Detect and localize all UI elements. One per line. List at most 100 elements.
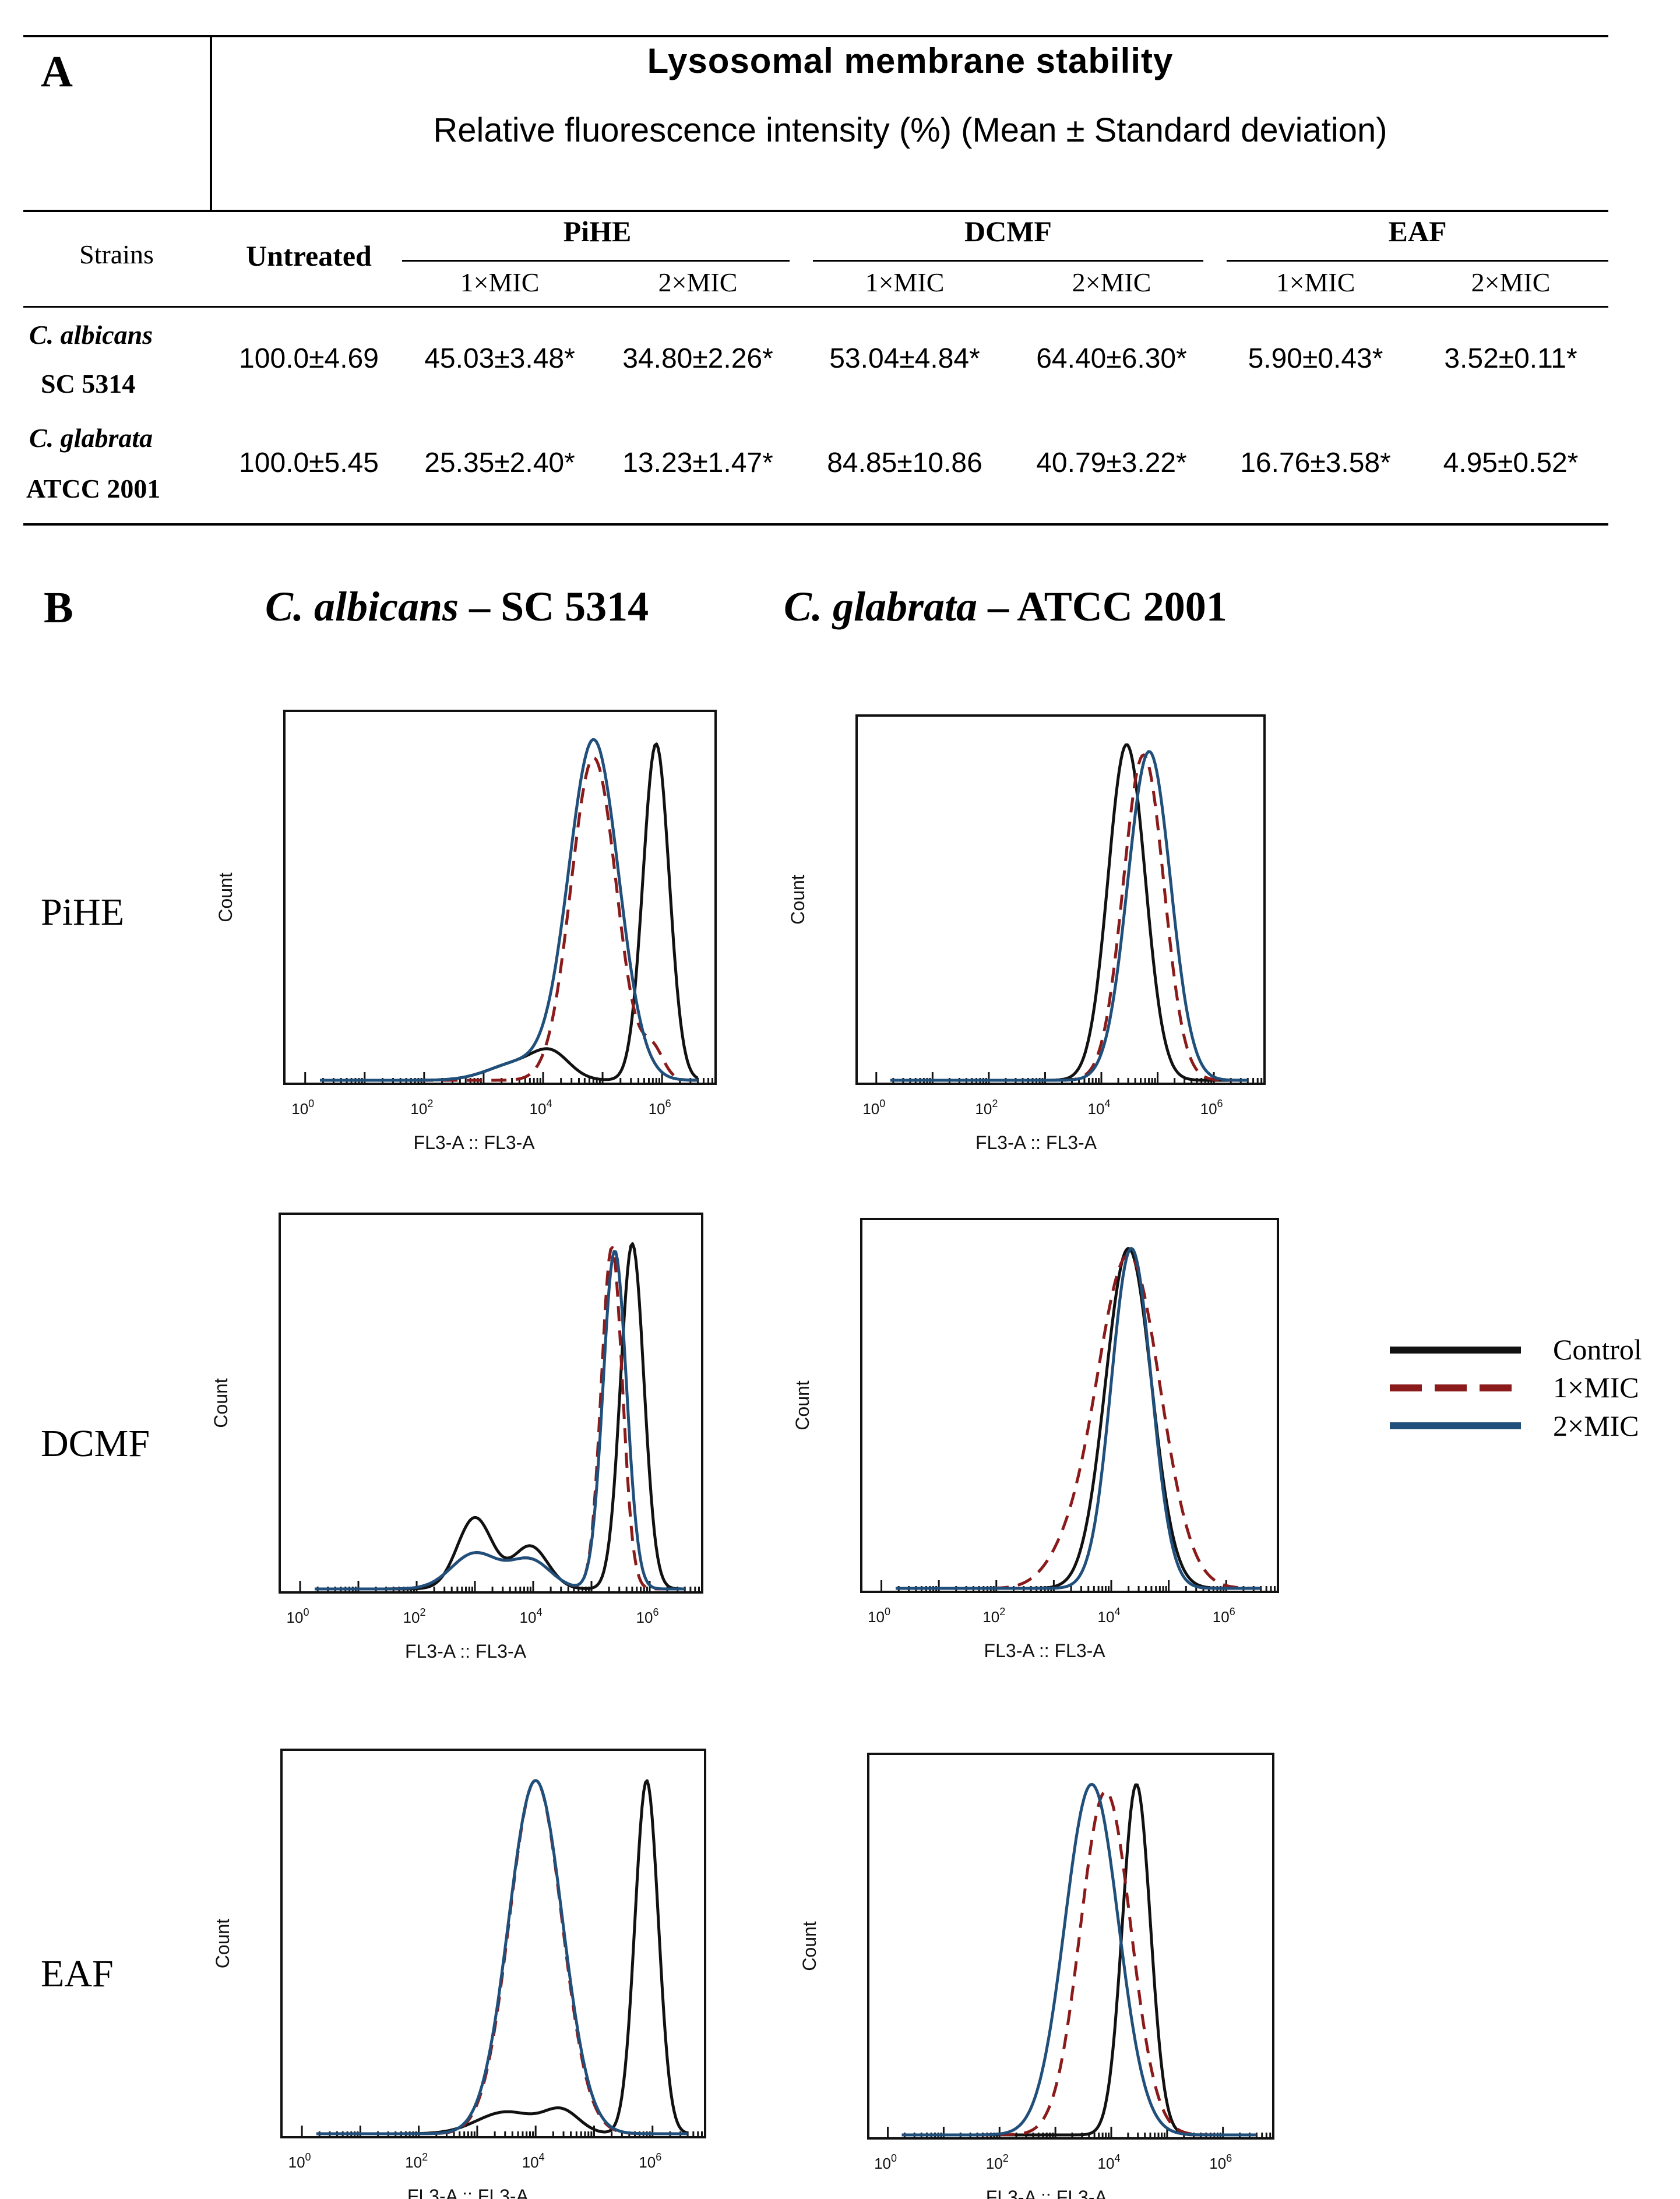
series-2xmic — [901, 1782, 1257, 2137]
tick-exponent: 4 — [1114, 1606, 1120, 1617]
tick-exponent: 4 — [546, 1098, 552, 1109]
table-top-rule — [23, 35, 1608, 37]
legend-label-control: Control — [1553, 1333, 1642, 1366]
x-tick-label: 106 — [639, 2151, 661, 2171]
x-tick-label: 100 — [874, 2152, 897, 2172]
tick-exponent: 0 — [305, 2151, 311, 2163]
group-rule-dcmf — [813, 260, 1203, 262]
x-tick-label: 104 — [1098, 2152, 1121, 2172]
tick-exponent: 0 — [885, 1606, 890, 1617]
series-2xmic — [320, 738, 698, 1082]
x-tick-label: 100 — [862, 1098, 885, 1118]
x-tick-label: 102 — [410, 1098, 433, 1118]
tick-exponent: 0 — [879, 1098, 885, 1109]
plot-frame — [280, 1749, 706, 2138]
x-tick-label: 106 — [1209, 2152, 1232, 2172]
table-cell: 3.52±0.11* — [1444, 343, 1577, 374]
table-cell: 84.85±10.86 — [827, 447, 982, 478]
subheader-rule — [23, 306, 1608, 308]
plot-frame — [860, 1218, 1279, 1593]
sub-header: 1×MIC — [1276, 267, 1355, 297]
legend-label-2xmic: 2×MIC — [1553, 1409, 1639, 1442]
group-header-eaf: EAF — [1388, 215, 1447, 248]
x-tick-label: 100 — [868, 1606, 890, 1626]
tick-exponent: 2 — [420, 1606, 425, 1618]
legend-swatches — [1390, 1347, 1521, 1429]
group-header-pihe: PiHE — [563, 215, 632, 248]
col-strains-header: Strains — [79, 239, 154, 269]
x-tick-label: 100 — [287, 1606, 309, 1626]
x-axis-label: FL3-A :: FL3-A — [986, 2187, 1108, 2199]
x-axis-label: FL3-A :: FL3-A — [407, 2186, 529, 2199]
table-cell: 100.0±5.45 — [239, 447, 379, 478]
x-tick-label: 104 — [520, 1606, 543, 1626]
table-cell: 34.80±2.26* — [622, 343, 773, 374]
table-cell: 25.35±2.40* — [424, 447, 575, 478]
sub-header: 1×MIC — [865, 267, 945, 297]
y-axis-label: Count — [212, 1919, 233, 1969]
table-cell: 53.04±4.84* — [829, 343, 980, 374]
x-tick-label: 104 — [1098, 1606, 1121, 1626]
tick-exponent: 6 — [653, 1606, 658, 1618]
table-cell: 40.79±3.22* — [1036, 447, 1187, 478]
legend-label-1xmic: 1×MIC — [1553, 1371, 1639, 1404]
sub-header: 2×MIC — [658, 267, 738, 297]
tick-exponent: 4 — [1104, 1098, 1110, 1109]
row-label-dcmf: DCMF — [41, 1422, 150, 1465]
plot-frame — [867, 1753, 1274, 2140]
tick-exponent: 2 — [999, 1606, 1005, 1617]
series-2xmic — [316, 1779, 688, 2135]
table-cell: 4.95±0.52* — [1443, 447, 1579, 478]
tick-exponent: 4 — [539, 2151, 545, 2163]
y-axis-label: Count — [799, 1921, 820, 1971]
tick-exponent: 2 — [992, 1098, 998, 1109]
sub-header: 1×MIC — [460, 267, 540, 297]
x-tick-label: 106 — [1213, 1606, 1235, 1626]
x-tick-label: 102 — [982, 1606, 1005, 1626]
column-title-glabrata: C. glabrata – ATCC 2001 — [784, 583, 1227, 630]
column-title-albicans: C. albicans – SC 5314 — [265, 583, 649, 630]
y-axis-label: Count — [215, 872, 236, 922]
row-strain-species: C. glabrata — [29, 423, 153, 453]
row-label-pihe: PiHE — [41, 891, 125, 933]
x-tick-label: 106 — [636, 1606, 659, 1626]
table-cell: 16.76±3.58* — [1240, 447, 1391, 478]
plot-frame — [279, 1213, 703, 1594]
x-tick-label: 104 — [522, 2151, 545, 2171]
series-2xmic — [315, 1250, 685, 1591]
y-axis-label: Count — [792, 1380, 813, 1430]
series-1xmic — [896, 1253, 1261, 1590]
table-cell: 13.23±1.47* — [622, 447, 773, 478]
x-tick-label: 102 — [403, 1606, 426, 1626]
x-tick-label: 106 — [649, 1098, 671, 1118]
x-tick-label: 100 — [291, 1098, 314, 1118]
tick-exponent: 4 — [1114, 2152, 1120, 2164]
sub-header: 2×MIC — [1072, 267, 1151, 297]
tick-exponent: 6 — [656, 2151, 661, 2163]
row-strain-id: ATCC 2001 — [26, 474, 161, 503]
tick-exponent: 2 — [427, 1098, 433, 1109]
tick-exponent: 2 — [1003, 2152, 1009, 2164]
tick-exponent: 6 — [1230, 1606, 1235, 1617]
plot-frame — [283, 710, 717, 1085]
series-control — [901, 1783, 1257, 2137]
y-axis-label: Count — [787, 875, 808, 925]
tick-exponent: 6 — [665, 1098, 671, 1109]
panel-a-letter: A — [41, 47, 73, 96]
sub-header: 2×MIC — [1471, 267, 1551, 297]
tick-exponent: 4 — [536, 1606, 542, 1618]
row-label-eaf: EAF — [41, 1953, 114, 1995]
table-subtitle: Relative fluorescence intensity (%) (Mea… — [433, 111, 1387, 149]
y-axis-label: Count — [210, 1378, 231, 1428]
series-control — [890, 743, 1248, 1082]
row-strain-id: SC 5314 — [41, 369, 136, 399]
x-axis-label: FL3-A :: FL3-A — [405, 1641, 527, 1662]
header-rule — [23, 210, 1608, 212]
table-bottom-rule — [23, 523, 1608, 526]
x-tick-label: 104 — [1088, 1098, 1111, 1118]
